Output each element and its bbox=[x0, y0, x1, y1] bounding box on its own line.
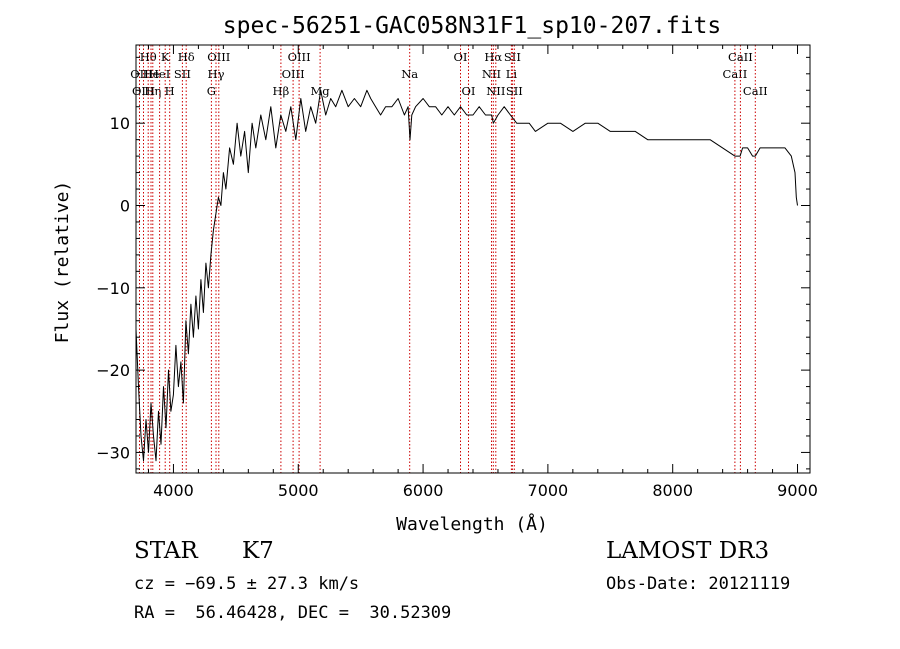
line-label-19: OI bbox=[462, 84, 476, 98]
line-label-27: CaII bbox=[728, 50, 753, 64]
line-label-15: OIII bbox=[288, 50, 311, 64]
line-label-20: NII bbox=[482, 67, 501, 81]
y-axis: −30 −20 −10 0 10 bbox=[96, 56, 810, 470]
x-axis: 4000 5000 6000 7000 8000 9000 bbox=[147, 45, 818, 500]
spectrum-line-0 bbox=[135, 89, 798, 462]
x-tick-label-1: 5000 bbox=[278, 481, 319, 500]
spectrum-series bbox=[135, 89, 798, 462]
x-tick-label-3: 7000 bbox=[528, 481, 569, 500]
line-label-9: Hδ bbox=[178, 50, 195, 64]
line-label-28: CaII bbox=[743, 84, 768, 98]
line-label-21: Hα bbox=[484, 50, 502, 64]
chart-title: spec-56251-GAC058N31F1_sp10-207.fits bbox=[223, 13, 722, 39]
observation-date: Obs-Date: 20121119 bbox=[606, 574, 791, 594]
line-label-5: HeI bbox=[149, 67, 170, 81]
line-label-3: He bbox=[143, 67, 160, 81]
y-tick-label-3: 0 bbox=[120, 197, 130, 216]
line-label-18: OI bbox=[454, 50, 468, 64]
object-class: STAR bbox=[134, 538, 198, 564]
line-label-6: K bbox=[161, 50, 170, 64]
emission-line-markers: OIIOIIIHθHeHηHeIKHSIIHδGHγOIIIHβOIIIOIII… bbox=[130, 45, 768, 473]
line-label-8: SII bbox=[174, 67, 191, 81]
plot-frame bbox=[135, 44, 811, 474]
line-label-10: G bbox=[207, 84, 216, 98]
line-label-14: OIII bbox=[282, 67, 305, 81]
y-tick-label-0: −30 bbox=[96, 443, 130, 462]
line-label-13: Hβ bbox=[273, 84, 290, 98]
line-label-25: SII bbox=[506, 84, 523, 98]
y-tick-label-2: −10 bbox=[96, 279, 130, 298]
x-tick-label-0: 4000 bbox=[153, 481, 194, 500]
line-label-22: NII bbox=[486, 84, 505, 98]
survey-name: LAMOST DR3 bbox=[606, 538, 770, 564]
x-tick-label-4: 8000 bbox=[652, 481, 693, 500]
line-label-11: Hγ bbox=[208, 67, 225, 81]
line-label-24: SII bbox=[504, 50, 521, 64]
redshift-velocity: cz = −69.5 ± 27.3 km/s bbox=[134, 574, 360, 594]
x-tick-label-5: 9000 bbox=[777, 481, 818, 500]
x-tick-label-2: 6000 bbox=[403, 481, 444, 500]
y-tick-label-1: −20 bbox=[96, 361, 130, 380]
line-label-12: OIII bbox=[207, 50, 230, 64]
line-label-23: Li bbox=[506, 67, 518, 81]
line-label-7: H bbox=[165, 84, 175, 98]
line-label-1: OIII bbox=[132, 84, 155, 98]
line-label-17: Na bbox=[401, 67, 418, 81]
coordinates: RA = 56.46428, DEC = 30.52309 bbox=[134, 603, 452, 623]
line-label-26: CaII bbox=[723, 67, 748, 81]
x-axis-label: Wavelength (Å) bbox=[396, 513, 548, 535]
y-tick-label-4: 10 bbox=[110, 114, 130, 133]
y-axis-label: Flux (relative) bbox=[52, 181, 73, 344]
line-label-4: Hη bbox=[144, 84, 161, 98]
object-subclass: K7 bbox=[242, 538, 274, 564]
line-label-2: Hθ bbox=[140, 50, 157, 64]
